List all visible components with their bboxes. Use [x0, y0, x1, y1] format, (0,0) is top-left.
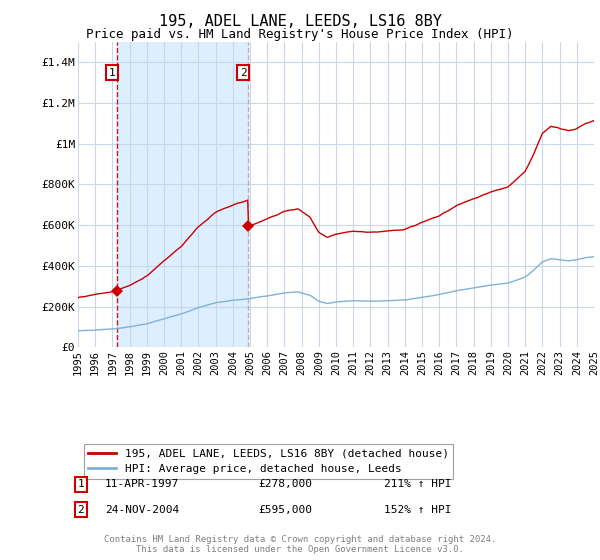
- Text: £595,000: £595,000: [258, 505, 312, 515]
- Text: 2: 2: [240, 68, 247, 77]
- Text: 1: 1: [109, 68, 115, 77]
- Text: 152% ↑ HPI: 152% ↑ HPI: [384, 505, 452, 515]
- Legend: 195, ADEL LANE, LEEDS, LS16 8BY (detached house), HPI: Average price, detached h: 195, ADEL LANE, LEEDS, LS16 8BY (detache…: [83, 444, 453, 479]
- Text: Price paid vs. HM Land Registry's House Price Index (HPI): Price paid vs. HM Land Registry's House …: [86, 28, 514, 41]
- Text: 1: 1: [77, 479, 85, 489]
- Text: 11-APR-1997: 11-APR-1997: [105, 479, 179, 489]
- Text: 211% ↑ HPI: 211% ↑ HPI: [384, 479, 452, 489]
- Text: Contains HM Land Registry data © Crown copyright and database right 2024.
This d: Contains HM Land Registry data © Crown c…: [104, 535, 496, 554]
- Text: 24-NOV-2004: 24-NOV-2004: [105, 505, 179, 515]
- Text: 195, ADEL LANE, LEEDS, LS16 8BY: 195, ADEL LANE, LEEDS, LS16 8BY: [158, 14, 442, 29]
- Bar: [117, 42, 248, 347]
- Text: £278,000: £278,000: [258, 479, 312, 489]
- Text: 2: 2: [77, 505, 85, 515]
